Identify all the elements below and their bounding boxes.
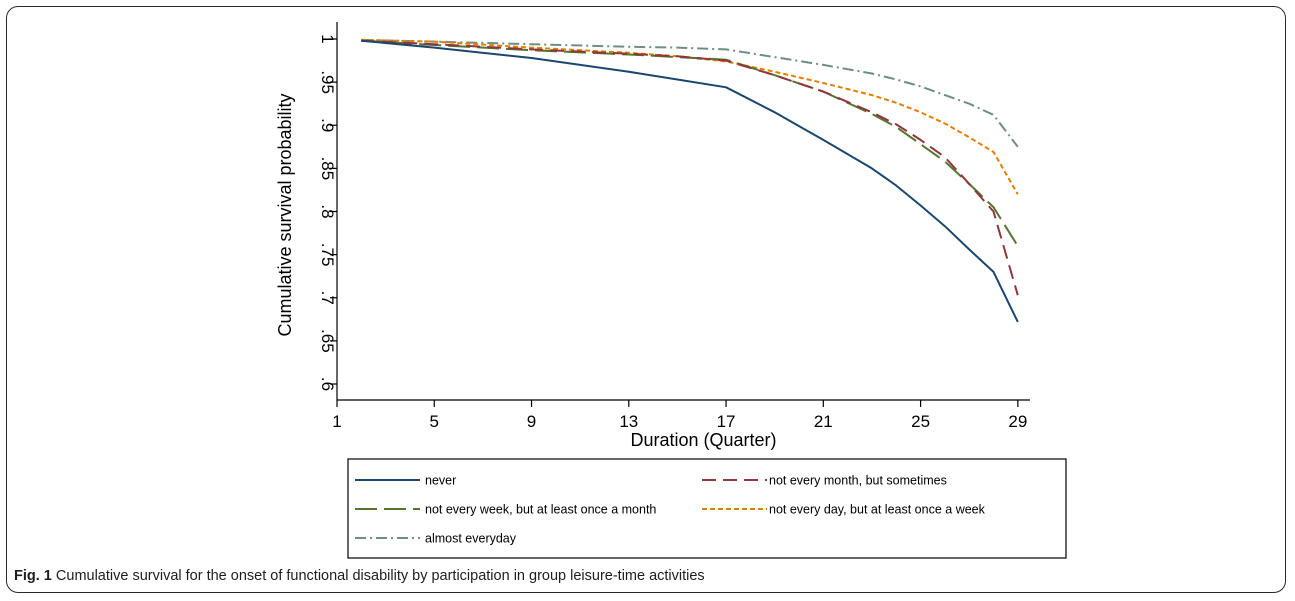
legend-label-3: not every week, but at least once a mont… — [425, 503, 656, 517]
figure-label: Fig. 1 — [14, 568, 52, 584]
series-line-1 — [361, 39, 1019, 323]
legend-label-5: almost everyday — [425, 532, 517, 546]
y-tick-label: .8 — [318, 204, 337, 218]
series-line-5 — [361, 38, 1019, 148]
x-tick-label: 9 — [527, 412, 536, 431]
x-axis-title: Duration (Quarter) — [630, 430, 776, 450]
legend-label-1: never — [425, 474, 456, 488]
x-tick-label: 21 — [814, 412, 833, 431]
y-tick-label: .9 — [318, 118, 337, 132]
series-line-3 — [361, 39, 1019, 247]
y-tick-label: .7 — [318, 291, 337, 305]
x-tick-label: 17 — [717, 412, 736, 431]
survival-chart: .6 .65 .7 .75 .8 .85 .9 .95 1 1 5 9 13 17 21 25 29 Durati… — [275, 22, 1067, 559]
x-tick-label: 1 — [332, 412, 341, 431]
figure-caption: Fig. 1 Cumulative survival for the onset… — [14, 568, 705, 584]
axes: .6 .65 .7 .75 .8 .85 .9 .95 1 1 5 9 13 17 21 25 29 Durati… — [275, 22, 1030, 450]
legend-label-2: not every month, but sometimes — [769, 474, 947, 488]
y-tick-label: .6 — [318, 377, 337, 391]
x-tick-label: 5 — [430, 412, 439, 431]
y-tick-label: .65 — [318, 329, 337, 353]
y-axis-title: Cumulative survival probability — [275, 93, 295, 336]
x-tick-label: 13 — [619, 412, 638, 431]
legend: never not every month, but sometimes not e… — [347, 458, 1067, 559]
figure-caption-text: Cumulative survival for the onset of fun… — [55, 568, 705, 584]
x-tick-label: 25 — [911, 412, 930, 431]
series-line-4 — [361, 38, 1019, 195]
series-lines — [361, 38, 1019, 323]
y-tick-label: .75 — [318, 243, 337, 267]
y-tick-label: .85 — [318, 157, 337, 181]
series-line-2 — [361, 39, 1019, 296]
legend-label-4: not every day, but at least once a week — [769, 503, 986, 517]
y-tick-label: .95 — [318, 70, 337, 94]
y-tick-label: 1 — [318, 34, 337, 43]
x-tick-label: 29 — [1008, 412, 1027, 431]
